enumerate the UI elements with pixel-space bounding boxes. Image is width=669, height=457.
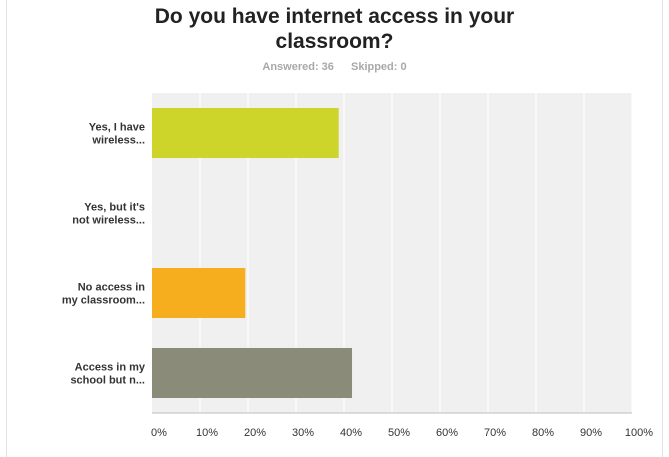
tick-label: 30% bbox=[292, 427, 314, 439]
bar bbox=[152, 268, 246, 318]
tick-label: 80% bbox=[532, 427, 554, 439]
category-label: Access in my school but n... bbox=[70, 362, 145, 387]
tick-label: 60% bbox=[436, 427, 458, 439]
tick-label: 70% bbox=[484, 427, 506, 439]
bar bbox=[152, 108, 339, 158]
tick-label: 0% bbox=[151, 427, 167, 439]
tick-label: 10% bbox=[196, 427, 218, 439]
bar bbox=[152, 348, 353, 398]
category-label: Yes, but it's not wireless... bbox=[72, 202, 145, 227]
tick-label: 50% bbox=[388, 427, 410, 439]
answered-count: Answered: 36 bbox=[262, 61, 334, 73]
category-label: No access in my classroom... bbox=[62, 282, 145, 307]
chart-title-line-2: classroom? bbox=[275, 30, 394, 53]
category-label: Yes, I have wireless... bbox=[89, 122, 145, 147]
chart-title: Do you have internet access in your clas… bbox=[0, 4, 669, 54]
tick-label: 100% bbox=[625, 427, 653, 439]
bars bbox=[152, 108, 353, 398]
skipped-count: Skipped: 0 bbox=[350, 61, 407, 73]
chart-frame bbox=[6, 0, 663, 457]
tick-labels: 0% 10% 20% 30% 40% 50% 60% 70% 80% 90% 100% bbox=[151, 427, 653, 439]
category-labels: Yes, I have wireless... Yes, but it's not w… bbox=[62, 122, 146, 387]
chart-title-line-1: Do you have internet access in your bbox=[154, 5, 515, 28]
response-stats: Answered: 36 Skipped: 0 bbox=[0, 61, 669, 73]
tick-label: 40% bbox=[340, 427, 362, 439]
tick-label: 90% bbox=[580, 427, 602, 439]
tick-label: 20% bbox=[244, 427, 266, 439]
